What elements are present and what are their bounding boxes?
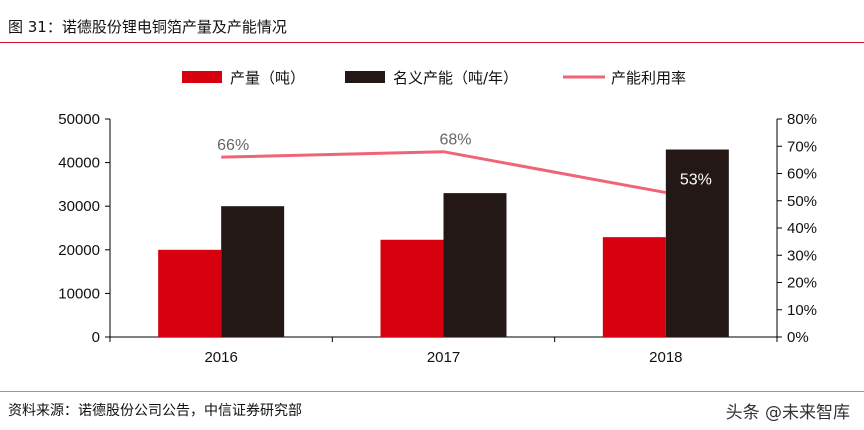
source-note: 资料来源：诺德股份公司公告，中信证券研究部: [8, 403, 302, 419]
y-tick-label: 50000: [58, 111, 100, 128]
y2-tick-label: 0%: [787, 329, 809, 346]
y2-tick-label: 60%: [787, 166, 817, 183]
bar-output: [380, 239, 444, 337]
legend-swatch: [182, 71, 222, 83]
y2-tick-label: 80%: [787, 111, 817, 128]
y-tick-label: 40000: [58, 155, 100, 172]
y2-tick-label: 20%: [787, 275, 817, 292]
y2-tick-label: 50%: [787, 193, 817, 210]
figure-title: 图 31：诺德股份锂电铜箔产量及产能情况: [8, 18, 287, 36]
legend-label: 产能利用率: [611, 69, 686, 87]
y-tick-label: 10000: [58, 285, 100, 302]
bar-output: [158, 249, 222, 337]
legend-label: 产量（吨）: [230, 69, 305, 87]
y-tick-label: 30000: [58, 198, 100, 215]
bar-capacity: [221, 206, 285, 337]
bar-output: [602, 237, 666, 337]
utilization-line: [221, 150, 667, 195]
y2-tick-label: 40%: [787, 220, 817, 237]
y-tick-label: 0: [92, 329, 100, 346]
x-tick-label: 2018: [649, 349, 682, 366]
x-tick-label: 2016: [204, 349, 237, 366]
data-label: 66%: [217, 137, 249, 154]
title-divider: [0, 42, 864, 43]
data-label: 53%: [680, 172, 712, 189]
y2-tick-label: 30%: [787, 247, 817, 264]
y2-tick-label: 10%: [787, 302, 817, 319]
x-tick-label: 2017: [427, 349, 460, 366]
legend-swatch: [345, 71, 385, 83]
y2-tick-label: 70%: [787, 138, 817, 155]
y-tick-label: 20000: [58, 242, 100, 259]
legend-label: 名义产能（吨/年）: [393, 69, 518, 87]
footer-divider: [0, 391, 864, 392]
bar-capacity: [665, 149, 729, 337]
data-label: 68%: [439, 132, 471, 149]
bar-capacity: [443, 193, 507, 337]
watermark: 头条 @未来智库: [725, 403, 850, 423]
